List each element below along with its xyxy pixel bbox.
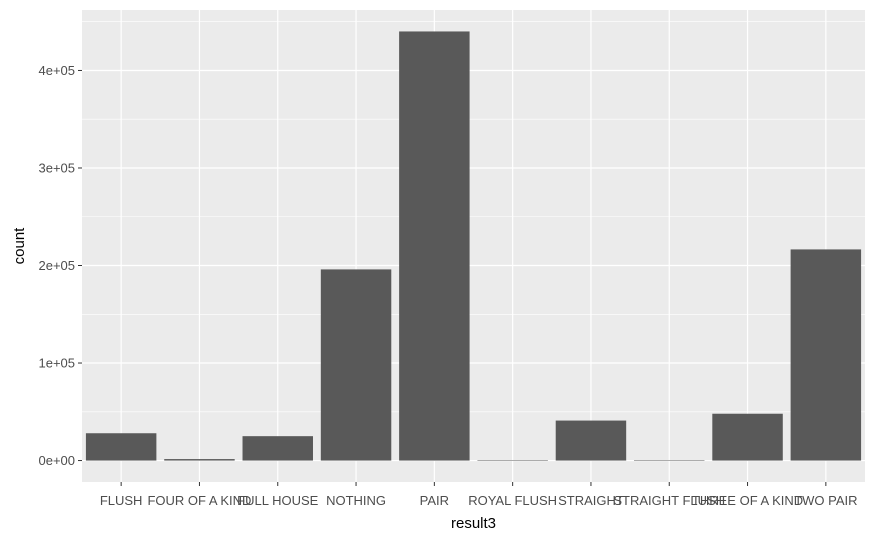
x-tick-label: TWO PAIR [794,493,857,508]
y-axis: 0e+00 1e+05 2e+05 3e+05 4e+05 [38,63,82,468]
x-tick-label: PAIR [420,493,449,508]
y-tick-label: 4e+05 [38,63,75,78]
bar [164,459,235,461]
x-axis-title: result3 [451,515,496,532]
bar [634,460,705,461]
bar [242,436,313,461]
y-tick-label: 1e+05 [38,356,75,371]
x-tick-label: FOUR OF A KIND [147,493,251,508]
y-tick-label: 0e+00 [38,453,75,468]
bars [85,31,862,461]
x-tick-label: FULL HOUSE [237,493,318,508]
bar [85,433,157,461]
grid-minor [82,21,865,413]
bar [555,420,627,461]
x-tick-label: STRAIGHT [558,493,624,508]
plot-panel [82,10,865,482]
x-tick-label: THREE OF A KIND [692,493,803,508]
bar [790,249,862,461]
y-tick-label: 2e+05 [38,258,75,273]
x-tick-label: STRAIGHT FLUSH [613,493,725,508]
bar [399,31,470,461]
bar [477,460,548,461]
y-tick-label: 3e+05 [38,160,75,175]
bar [320,269,392,461]
y-axis-title: count [11,227,28,265]
bar [712,413,783,461]
x-tick-label: FLUSH [100,493,143,508]
x-tick-label: ROYAL FLUSH [468,493,557,508]
x-tick-label: NOTHING [326,493,386,508]
